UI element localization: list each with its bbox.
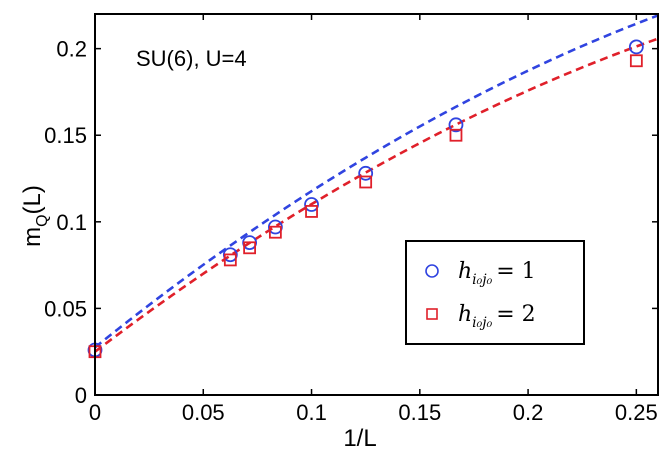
fit-line-2	[94, 37, 659, 353]
data-point-s2-4	[305, 205, 318, 218]
y-axis-label-sub: Q	[34, 214, 51, 226]
legend-marker-h2	[426, 308, 438, 320]
legend-label-h1: hi₀j₀ = 1	[458, 259, 536, 288]
x-tick-label-0: 0	[89, 400, 101, 425]
data-point-s1-5	[358, 165, 374, 181]
x-tick-label-3: 0.15	[398, 400, 441, 425]
legend-sub-h2: i₀j₀	[472, 315, 492, 331]
plot-frame	[94, 13, 659, 396]
x-tick-label-2: 0.1	[296, 400, 327, 425]
data-point-s2-2	[243, 241, 257, 255]
svg-text:mQ(L): mQ(L)	[19, 185, 51, 247]
data-point-s1-3	[267, 219, 283, 235]
legend: hi₀j₀ = 1 hi₀j₀ = 2	[405, 240, 585, 345]
data-point-s2-3	[268, 225, 282, 239]
y-tick-label-3: 0.15	[44, 123, 87, 148]
legend-sub-h1: i₀j₀	[472, 272, 492, 288]
legend-eq-h2: = 2	[496, 302, 535, 327]
y-axis-label: mQ(L)	[19, 185, 51, 247]
y-tick-label-1: 0.05	[44, 296, 87, 321]
data-point-s1-7	[628, 39, 644, 55]
fit-line-1	[94, 14, 659, 349]
data-point-s1-2	[242, 235, 258, 251]
data-point-s2-6	[449, 128, 463, 142]
y-tick-label-4: 0.2	[56, 37, 87, 62]
data-point-s1-1	[222, 247, 238, 263]
y-axis-label-main: m	[19, 227, 46, 247]
data-point-s1-4	[304, 197, 319, 212]
x-tick-label-5: 0.25	[615, 400, 658, 425]
legend-box	[405, 240, 585, 345]
data-point-s2-1	[223, 253, 237, 267]
x-tick-label-4: 0.2	[513, 400, 544, 425]
annotation: SU(6), U=4	[136, 46, 247, 71]
data-point-s2-7	[629, 54, 643, 68]
axes-layer: 0 0.05 0.1 0.15 0.2 0.25 0 0.05 0.1 0.15 0.2	[44, 13, 659, 425]
x-tick-label-1: 0.05	[182, 400, 225, 425]
legend-label-h2: hi₀j₀ = 2	[458, 302, 536, 331]
y-tick-label-2: 0.1	[56, 210, 87, 235]
x-axis-label: 1/L	[343, 425, 376, 452]
y-axis-label-tail: (L)	[19, 185, 46, 214]
legend-eq-h1: = 1	[496, 259, 535, 284]
data-point-s1-6	[448, 117, 464, 133]
data-point-s2-5	[359, 175, 373, 189]
y-tick-label-0: 0	[75, 383, 87, 408]
legend-marker-h1	[425, 264, 439, 278]
